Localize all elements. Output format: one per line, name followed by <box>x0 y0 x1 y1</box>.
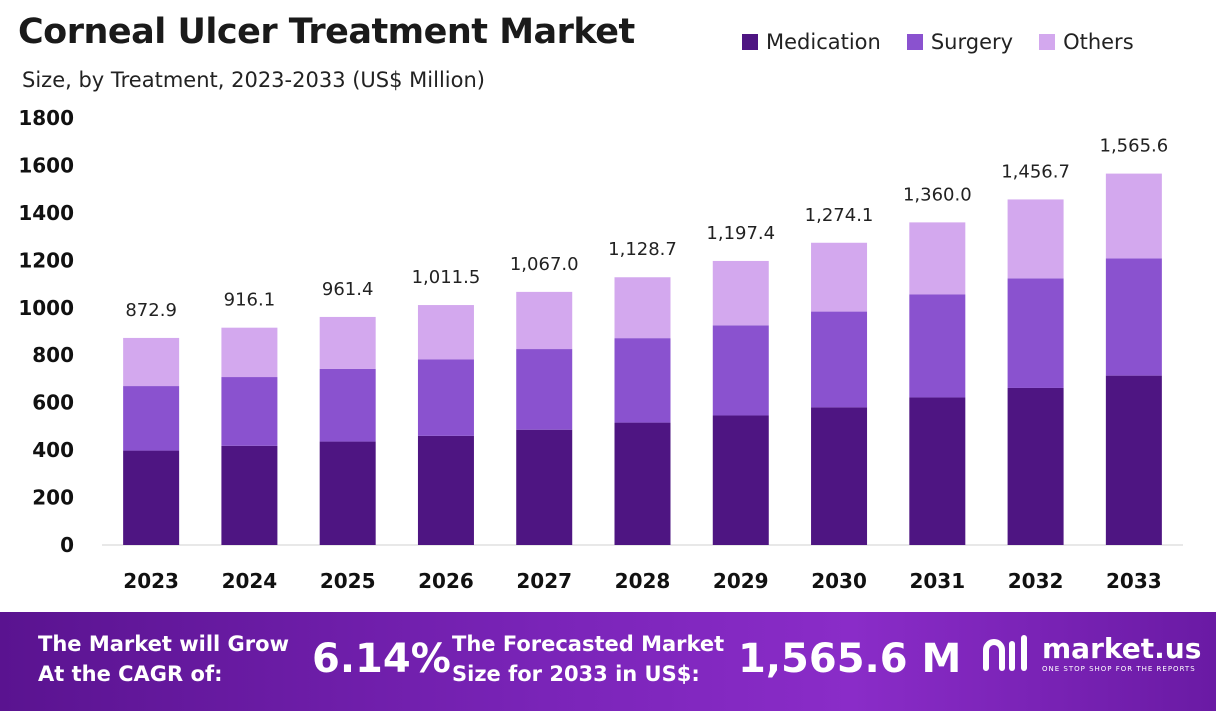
bar-segment-medication <box>1105 375 1162 545</box>
x-tick-label: 2023 <box>123 569 179 593</box>
bar-segment-surgery <box>221 377 278 446</box>
y-tick-label: 0 <box>60 533 74 557</box>
bar-segment-others <box>811 242 868 312</box>
bar-segment-surgery <box>1007 278 1064 388</box>
bar-segment-others <box>909 222 966 295</box>
y-tick-label: 1400 <box>18 201 74 225</box>
y-tick-label: 1200 <box>18 248 74 272</box>
x-tick-label: 2028 <box>615 569 671 593</box>
bar-segment-medication <box>123 450 180 545</box>
bar-total-label: 1,128.7 <box>608 239 677 260</box>
y-tick-label: 800 <box>32 343 74 367</box>
bar-total-label: 1,067.0 <box>510 254 579 275</box>
bar-total-label: 1,274.1 <box>805 205 874 226</box>
legend: Medication Surgery Others <box>742 30 1134 54</box>
bar-segment-medication <box>614 422 671 545</box>
bar-segment-surgery <box>1105 258 1162 376</box>
y-tick-label: 400 <box>32 438 74 462</box>
x-tick-label: 2024 <box>222 569 278 593</box>
bar-segment-medication <box>516 429 573 545</box>
legend-item-medication: Medication <box>742 30 881 54</box>
bar-segment-medication <box>319 441 376 545</box>
bar-total-label: 961.4 <box>322 279 374 300</box>
bar-total-label: 1,197.4 <box>706 223 775 244</box>
chart-subtitle: Size, by Treatment, 2023-2033 (US$ Milli… <box>22 68 485 92</box>
forecast-value: 1,565.6 M <box>738 636 962 682</box>
legend-label-others: Others <box>1063 30 1134 54</box>
market-us-logo-icon <box>983 635 1027 671</box>
legend-swatch-surgery <box>906 34 923 50</box>
bar-segment-medication <box>712 415 769 545</box>
bar-segment-surgery <box>712 325 769 416</box>
bar-total-label: 872.9 <box>125 300 177 321</box>
bar-segment-surgery <box>811 311 868 408</box>
bar-segment-medication <box>811 407 868 545</box>
bar-segment-others <box>319 316 376 369</box>
y-tick-label: 200 <box>32 486 74 510</box>
x-tick-label: 2026 <box>418 569 474 593</box>
brand-name: market.us <box>1042 632 1202 665</box>
x-tick-label: 2031 <box>909 569 965 593</box>
cagr-label: The Market will Grow At the CAGR of: <box>38 632 289 686</box>
x-tick-label: 2033 <box>1106 569 1162 593</box>
x-tick-label: 2025 <box>320 569 376 593</box>
bar-segment-medication <box>221 445 278 545</box>
legend-label-surgery: Surgery <box>930 30 1014 54</box>
bar-segment-surgery <box>909 294 966 398</box>
bar-segment-surgery <box>614 338 671 423</box>
legend-swatch-others <box>1039 34 1056 50</box>
bar-segment-others <box>221 327 278 378</box>
x-tick-label: 2027 <box>516 569 572 593</box>
bar-segment-surgery <box>516 349 573 430</box>
bar-segment-others <box>614 277 671 339</box>
bar-segment-medication <box>1007 387 1064 545</box>
y-tick-label: 600 <box>32 391 74 415</box>
forecast-label: The Forecasted Market Size for 2033 in U… <box>452 632 725 686</box>
legend-item-surgery: Surgery <box>906 30 1014 54</box>
bar-segment-medication <box>909 397 966 545</box>
bar-segment-others <box>1105 173 1162 259</box>
brand-logo: market.us ONE STOP SHOP FOR THE REPORTS <box>980 634 1201 674</box>
bar-total-label: 1,011.5 <box>412 267 481 288</box>
brand-tagline: ONE STOP SHOP FOR THE REPORTS <box>1042 665 1196 673</box>
y-tick-label: 1600 <box>18 153 74 177</box>
y-tick-label: 1000 <box>18 296 74 320</box>
legend-label-medication: Medication <box>766 30 881 54</box>
legend-item-others: Others <box>1039 30 1134 54</box>
bar-segment-others <box>1007 199 1064 279</box>
bar-segment-others <box>123 337 180 387</box>
cagr-value: 6.14% <box>312 636 451 682</box>
bar-segment-others <box>712 260 769 326</box>
chart-title: Corneal Ulcer Treatment Market <box>18 12 635 52</box>
bar-segment-others <box>516 291 573 350</box>
bar-segment-medication <box>417 435 474 545</box>
bar-total-label: 1,360.0 <box>903 184 972 205</box>
x-tick-label: 2029 <box>713 569 769 593</box>
y-tick-label: 1800 <box>18 106 74 130</box>
bar-total-label: 916.1 <box>224 290 276 311</box>
legend-swatch-medication <box>742 34 758 50</box>
footer-banner: The Market will Grow At the CAGR of: 6.1… <box>0 612 1216 711</box>
bar-segment-surgery <box>319 368 376 442</box>
bar-total-label: 1,565.6 <box>1100 136 1169 157</box>
bar-segment-surgery <box>417 359 474 436</box>
x-tick-label: 2032 <box>1008 569 1064 593</box>
bar-segment-surgery <box>123 386 180 451</box>
bar-segment-others <box>417 305 474 360</box>
bar-total-label: 1,456.7 <box>1001 161 1070 182</box>
bar-chart: 0 200 400 600 800 1000 1200 1400 1600 1800 872.9 20… <box>18 106 1183 593</box>
x-tick-label: 2030 <box>811 569 867 593</box>
